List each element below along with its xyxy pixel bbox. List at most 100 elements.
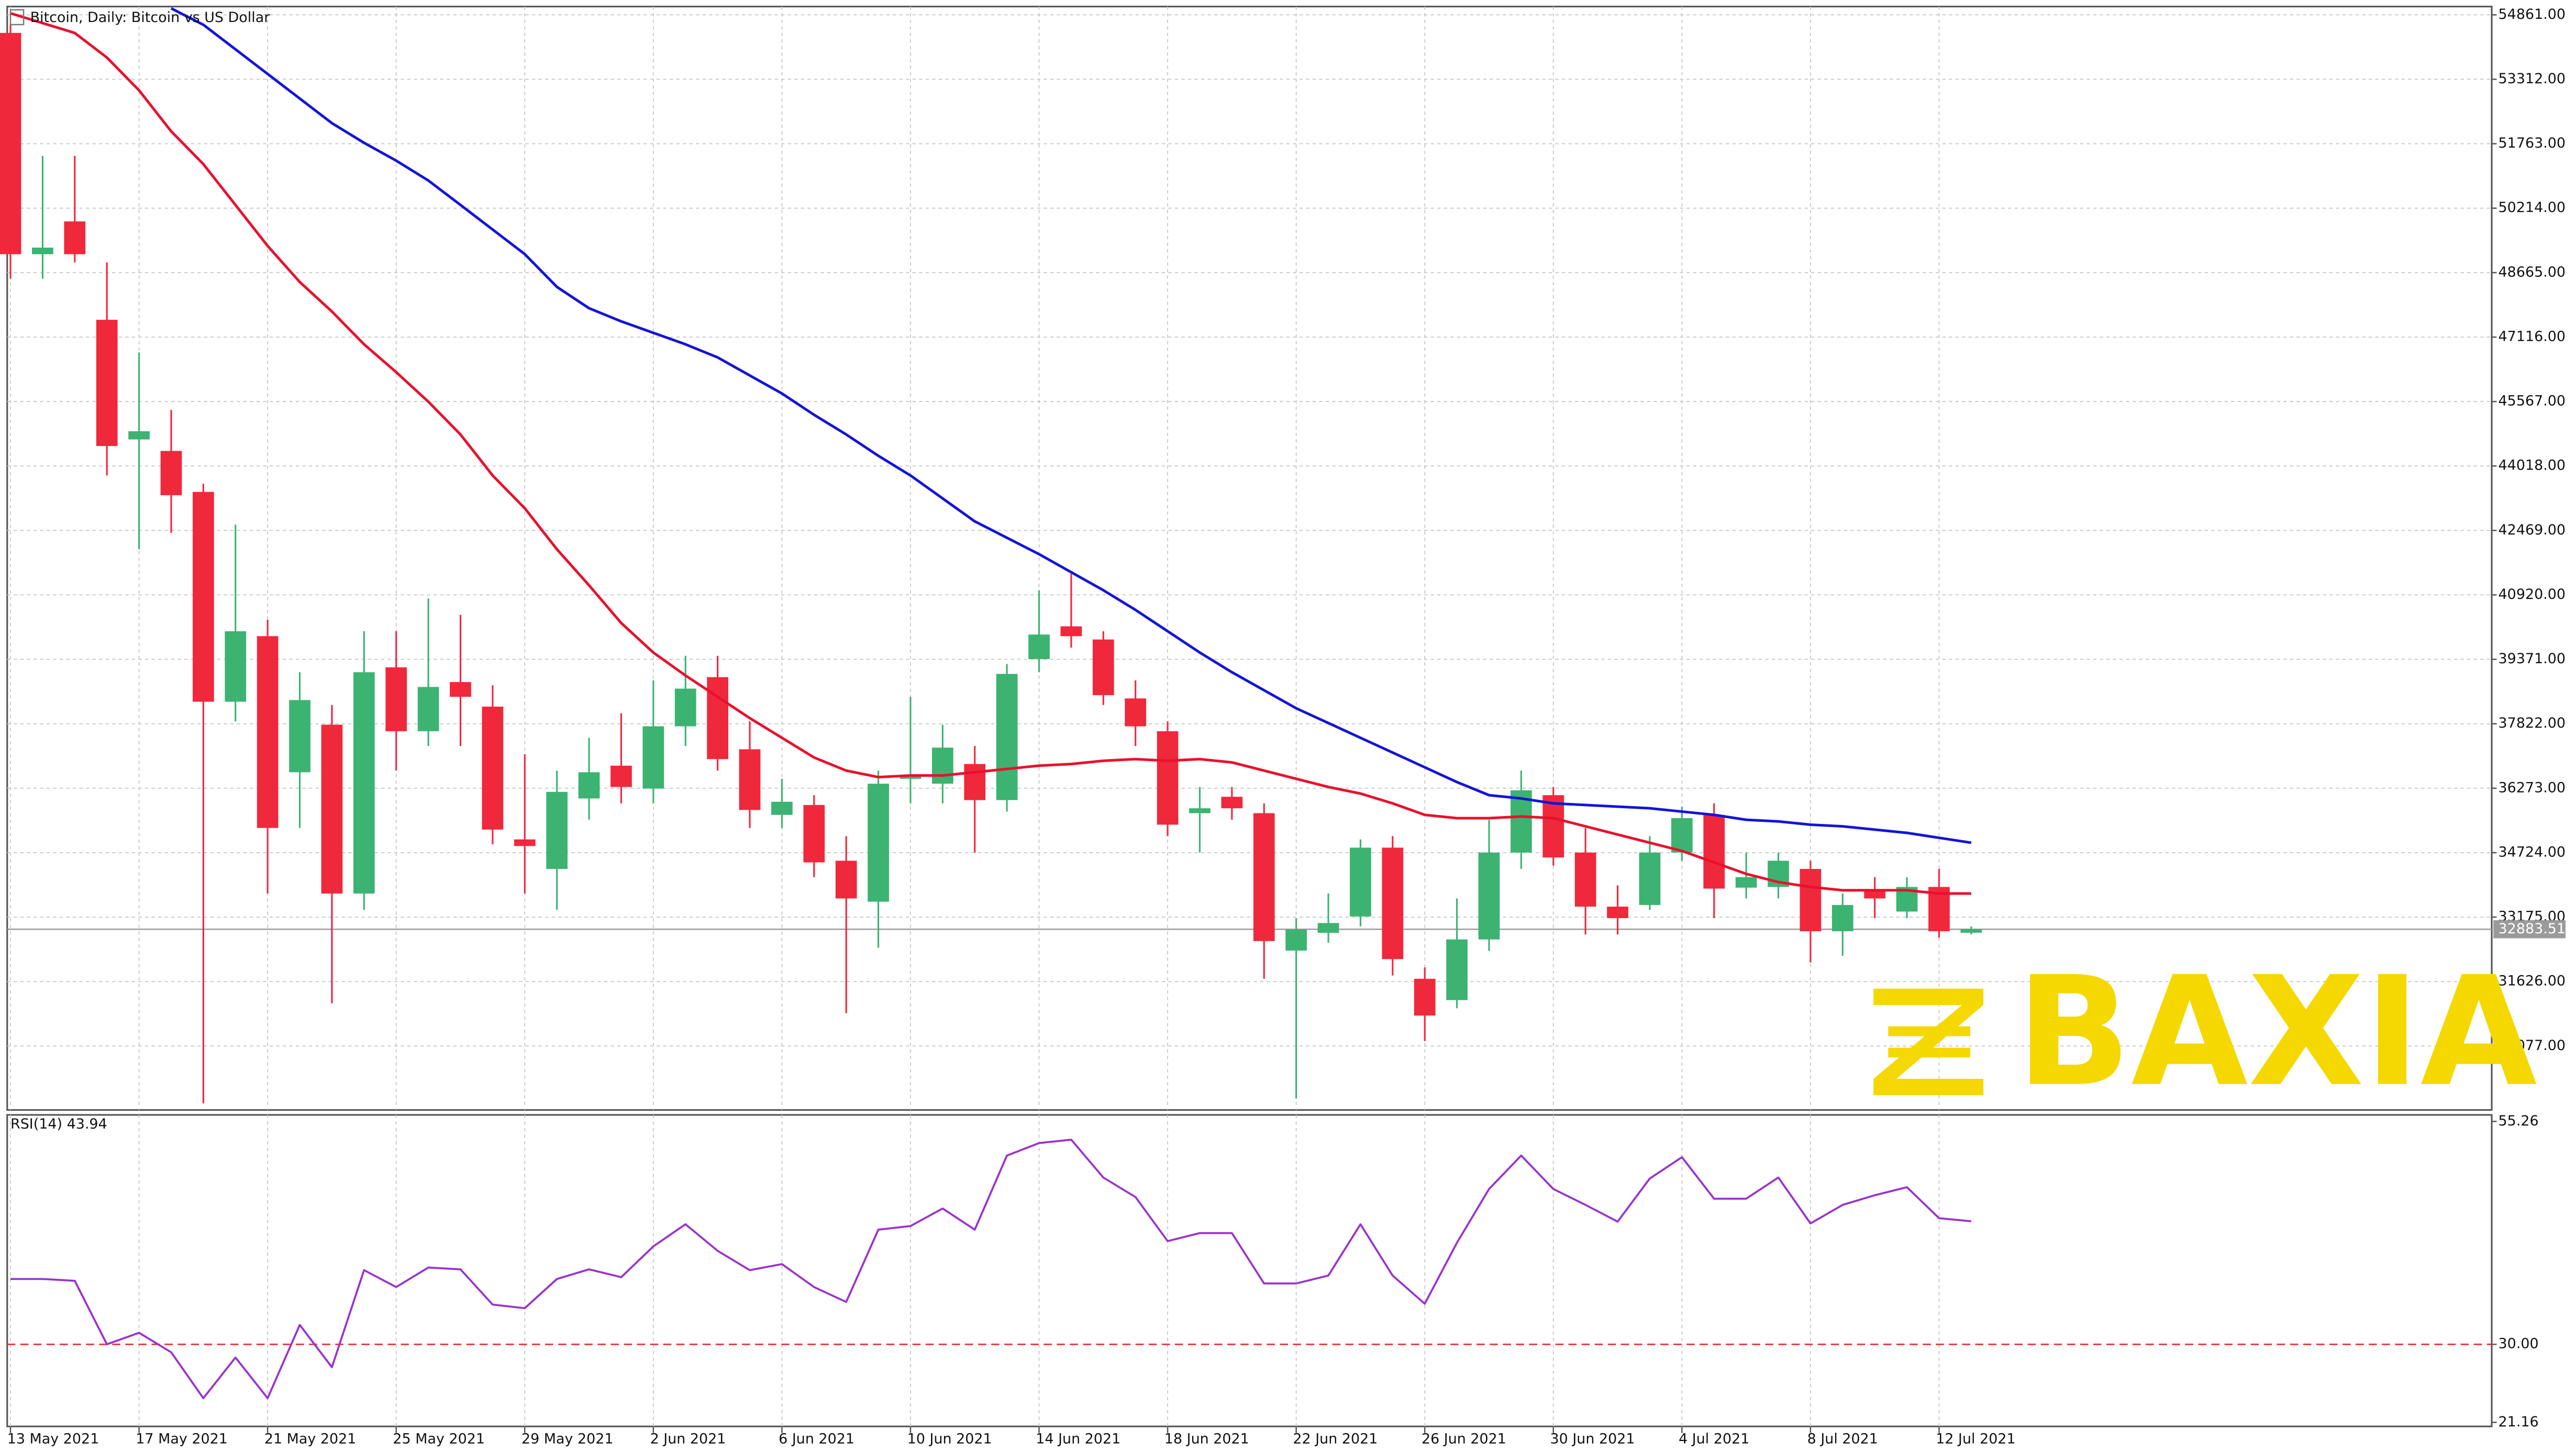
candle-body <box>739 749 761 810</box>
candle-body <box>1671 818 1693 853</box>
y-tick-label: 55.26 <box>2499 1113 2539 1129</box>
candle-body <box>1253 813 1275 941</box>
x-tick-label: 13 May 2021 <box>7 1431 99 1447</box>
symbol-icon <box>9 9 25 26</box>
y-tick-label: 47116.00 <box>2499 328 2566 344</box>
candle-body <box>64 221 86 254</box>
candle-body <box>225 631 247 702</box>
y-tick-label: 36273.00 <box>2499 779 2566 796</box>
candle-body <box>835 861 857 899</box>
y-tick-label: 30077.00 <box>2499 1037 2566 1054</box>
candle-body <box>642 726 664 789</box>
candle-body <box>1735 877 1757 888</box>
candle-body <box>353 672 375 894</box>
logo-bar <box>1888 1026 1970 1036</box>
moving-average-line <box>10 12 1971 895</box>
candle-body <box>1317 923 1339 933</box>
moving-average-line <box>170 7 1972 844</box>
x-tick-label: 12 Jul 2021 <box>1936 1431 2015 1447</box>
y-tick-label: 54861.00 <box>2499 6 2566 23</box>
y-tick-label: 30.00 <box>2499 1336 2539 1352</box>
candle-body <box>1800 869 1822 932</box>
candle-body <box>160 451 182 496</box>
y-tick-label: 45567.00 <box>2499 393 2566 409</box>
candle-body <box>1542 795 1564 858</box>
candle-body <box>0 32 21 254</box>
logo-bar <box>1888 1047 1970 1058</box>
candle-body <box>868 784 889 902</box>
candle-body <box>1028 634 1050 660</box>
rsi-title: RSI(14) 43.94 <box>10 1116 107 1132</box>
y-tick-label: 44018.00 <box>2499 457 2566 474</box>
candle-body <box>1607 907 1628 918</box>
x-tick-label: 30 Jun 2021 <box>1550 1431 1635 1447</box>
candle-body <box>707 677 728 760</box>
x-tick-label: 10 Jun 2021 <box>907 1431 992 1447</box>
candle-body <box>1285 929 1307 951</box>
candle-body <box>32 248 53 254</box>
candle-body <box>193 492 214 702</box>
candle-body <box>1446 939 1468 1000</box>
candle-body <box>128 431 150 440</box>
x-tick-label: 29 May 2021 <box>521 1431 614 1447</box>
candle-body <box>1221 797 1243 809</box>
y-tick-label: 31626.00 <box>2499 973 2566 989</box>
candle-body <box>1125 698 1147 727</box>
rsi-line <box>10 1139 1972 1400</box>
candle-body <box>1478 852 1500 940</box>
y-tick-label: 40920.00 <box>2499 586 2566 602</box>
y-tick-label: 50214.00 <box>2499 199 2566 216</box>
y-tick-label: 39371.00 <box>2499 651 2566 667</box>
x-tick-label: 18 Jun 2021 <box>1164 1431 1249 1447</box>
candle-body <box>321 724 343 894</box>
candle-body <box>674 688 696 727</box>
y-tick-label: 21.16 <box>2499 1414 2539 1430</box>
candle-body <box>450 682 471 697</box>
candle-body <box>514 839 536 846</box>
main-panel-frame <box>6 5 2493 1111</box>
candle-body <box>1414 978 1436 1016</box>
x-tick-label: 22 Jun 2021 <box>1293 1431 1378 1447</box>
candle-body <box>1639 852 1661 905</box>
x-tick-label: 4 Jul 2021 <box>1679 1431 1749 1447</box>
candle-body <box>996 674 1018 800</box>
x-tick-label: 25 May 2021 <box>393 1431 485 1447</box>
candle-body <box>385 667 407 731</box>
watermark-text: BAXIA <box>2016 944 2538 1120</box>
last-price-box <box>2493 920 2566 939</box>
candle-body <box>803 805 825 863</box>
x-tick-label: 2 Jun 2021 <box>650 1431 726 1447</box>
x-tick-label: 14 Jun 2021 <box>1036 1431 1120 1447</box>
watermark-logo <box>1873 988 1984 1096</box>
x-tick-label: 26 Jun 2021 <box>1422 1431 1506 1447</box>
candle-body <box>482 706 504 830</box>
candle-body <box>1060 626 1082 637</box>
candle-body <box>931 747 953 784</box>
y-tick-label: 48665.00 <box>2499 264 2566 280</box>
x-tick-label: 21 May 2021 <box>264 1431 357 1447</box>
candle-body <box>1574 852 1596 907</box>
candle-body <box>1864 890 1886 899</box>
plot-layer: 13 May 2021 17 May 2021 21 May 2021 25 May … <box>0 6 2566 1447</box>
candle-body <box>546 791 568 869</box>
last-price-label: 32883.51 <box>2499 921 2566 937</box>
x-tick-label: 17 May 2021 <box>136 1431 228 1447</box>
candle-body <box>1189 808 1211 813</box>
candle-body <box>964 764 986 800</box>
x-tick-label: 6 Jun 2021 <box>779 1431 854 1447</box>
y-tick-label: 34724.00 <box>2499 844 2566 860</box>
y-tick-label: 53312.00 <box>2499 71 2566 87</box>
logo-bar <box>1873 1078 1984 1096</box>
candle-body <box>1382 847 1404 959</box>
logo-bar <box>1873 988 1984 1006</box>
logo-slash <box>1873 1005 1984 1079</box>
y-tick-label: 37822.00 <box>2499 715 2566 731</box>
candle-body <box>1831 905 1853 932</box>
candle-body <box>1703 814 1725 889</box>
x-tick-label: 8 Jul 2021 <box>1807 1431 1878 1447</box>
candle-body <box>610 765 632 787</box>
candle-body <box>1157 731 1179 825</box>
candle-body <box>1092 639 1114 696</box>
candle-body <box>289 700 310 773</box>
